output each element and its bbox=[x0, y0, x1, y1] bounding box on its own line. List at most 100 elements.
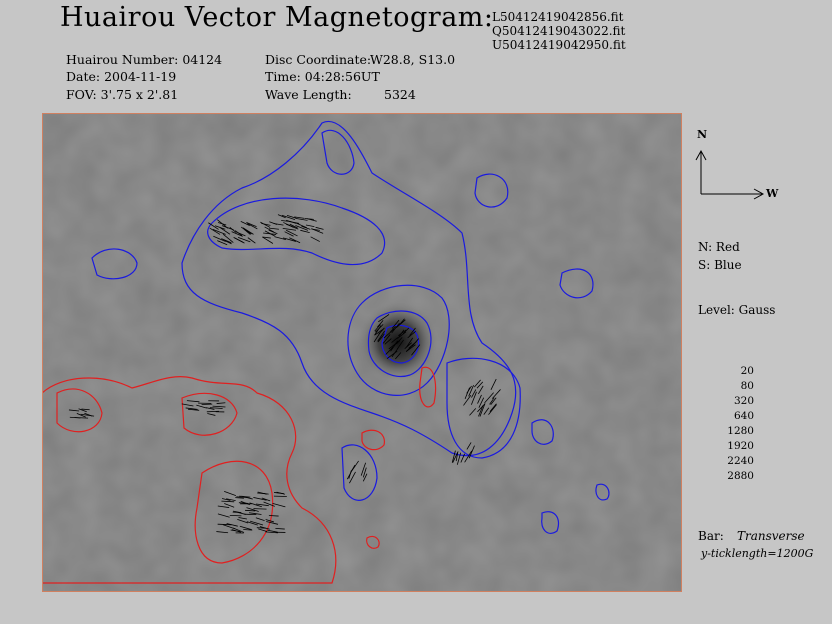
transverse-bar bbox=[221, 225, 234, 231]
transverse-bar bbox=[409, 327, 416, 336]
north-contours bbox=[42, 366, 437, 584]
transverse-bar bbox=[196, 404, 207, 409]
orientation-arrows bbox=[695, 149, 765, 200]
transverse-bar bbox=[471, 389, 477, 398]
transverse-bar bbox=[81, 408, 90, 411]
transverse-bar bbox=[262, 236, 274, 244]
transverse-bar bbox=[263, 501, 275, 507]
transverse-bar bbox=[460, 453, 465, 463]
transverse-bar bbox=[224, 503, 235, 508]
contour-level: 1920 bbox=[727, 440, 754, 452]
transverse-bar bbox=[294, 216, 305, 219]
transverse-bar bbox=[404, 342, 412, 350]
transverse-bar bbox=[230, 529, 241, 533]
transverse-bar bbox=[477, 403, 486, 413]
transverse-bar bbox=[209, 407, 223, 409]
transverse-bar bbox=[490, 378, 497, 390]
transverse-bar bbox=[282, 237, 297, 242]
transverse-bar bbox=[234, 230, 243, 237]
field-of-view: FOV: 3'.75 x 2'.81 bbox=[66, 87, 179, 102]
transverse-bar bbox=[238, 517, 247, 520]
transverse-bar bbox=[235, 497, 244, 499]
transverse-bar bbox=[402, 327, 410, 335]
transverse-bar bbox=[231, 231, 243, 237]
transverse-bar bbox=[205, 407, 215, 410]
transverse-bar bbox=[216, 402, 226, 404]
transverse-bar bbox=[490, 397, 497, 405]
south-contour bbox=[595, 483, 610, 501]
transverse-bar bbox=[295, 217, 308, 221]
transverse-bar bbox=[226, 498, 236, 502]
south-contour bbox=[531, 419, 554, 445]
south-contour bbox=[347, 284, 450, 396]
transverse-bar bbox=[242, 227, 254, 235]
transverse-bar bbox=[384, 338, 392, 345]
transverse-bar bbox=[266, 521, 279, 525]
transverse-bar bbox=[468, 385, 474, 397]
transverse-bar bbox=[362, 473, 368, 482]
contour-level: 640 bbox=[733, 410, 754, 422]
transverse-bar bbox=[377, 330, 385, 342]
figure-title: Huairou Vector Magnetogram: bbox=[60, 2, 494, 33]
transverse-bar bbox=[258, 528, 268, 532]
transverse-bar bbox=[284, 231, 294, 237]
transverse-bar bbox=[264, 226, 275, 233]
transverse-bar bbox=[261, 497, 271, 502]
transverse-bar bbox=[217, 222, 227, 226]
transverse-bar bbox=[239, 525, 252, 531]
transverse-bar bbox=[286, 215, 297, 219]
disc-coordinate-value: W28.8, S13.0 bbox=[370, 52, 456, 67]
transverse-bar bbox=[245, 509, 256, 512]
transverse-bar bbox=[311, 228, 324, 234]
transverse-bar bbox=[374, 324, 381, 332]
transverse-bar bbox=[243, 529, 253, 531]
transverse-bar bbox=[491, 389, 501, 399]
transverse-bar bbox=[476, 381, 484, 389]
compass-arrow-icon bbox=[695, 149, 765, 200]
transverse-bar bbox=[455, 452, 459, 462]
level-label: Level: Gauss bbox=[698, 303, 776, 317]
transverse-bar bbox=[246, 521, 258, 526]
observation-date: Date: 2004-11-19 bbox=[66, 69, 177, 84]
transverse-bar bbox=[226, 523, 238, 527]
south-contour bbox=[446, 357, 521, 459]
transverse-bar bbox=[315, 226, 324, 230]
transverse-bar bbox=[221, 498, 231, 501]
transverse-bar bbox=[186, 400, 200, 403]
north-label: N bbox=[697, 128, 708, 141]
transverse-bar bbox=[295, 225, 309, 231]
transverse-bar bbox=[349, 471, 356, 484]
transverse-bar bbox=[466, 442, 472, 450]
transverse-bar bbox=[478, 405, 484, 417]
transverse-bar bbox=[241, 495, 253, 500]
transverse-bar bbox=[265, 519, 274, 523]
transverse-bar bbox=[253, 497, 267, 501]
south-polarity-legend: S: Blue bbox=[698, 258, 742, 272]
contour-level: 20 bbox=[740, 365, 754, 377]
transverse-bar bbox=[374, 328, 384, 336]
transverse-bar bbox=[224, 491, 237, 497]
transverse-bar bbox=[207, 413, 216, 416]
transverse-bar bbox=[301, 225, 311, 230]
transverse-bar bbox=[478, 397, 485, 408]
south-contour bbox=[341, 444, 378, 501]
transverse-bar bbox=[483, 407, 490, 415]
transverse-bar bbox=[464, 450, 473, 463]
transverse-bar bbox=[489, 397, 495, 405]
north-contour bbox=[42, 376, 337, 584]
transverse-bar bbox=[217, 513, 230, 518]
magnetogram-plot bbox=[42, 113, 682, 592]
transverse-bar bbox=[406, 337, 414, 348]
transverse-bar bbox=[489, 403, 497, 412]
transverse-bar bbox=[256, 503, 269, 507]
transverse-bar bbox=[206, 410, 219, 413]
transverse-bar bbox=[237, 236, 251, 243]
transverse-bar bbox=[305, 224, 315, 227]
transverse-bar bbox=[246, 222, 257, 228]
huairou-number: Huairou Number: 04124 bbox=[66, 52, 223, 67]
transverse-bar bbox=[246, 507, 259, 512]
north-polarity-legend: N: Red bbox=[698, 240, 740, 254]
transverse-bar bbox=[285, 229, 298, 237]
north-contour bbox=[56, 388, 103, 433]
transverse-bar bbox=[388, 340, 401, 350]
